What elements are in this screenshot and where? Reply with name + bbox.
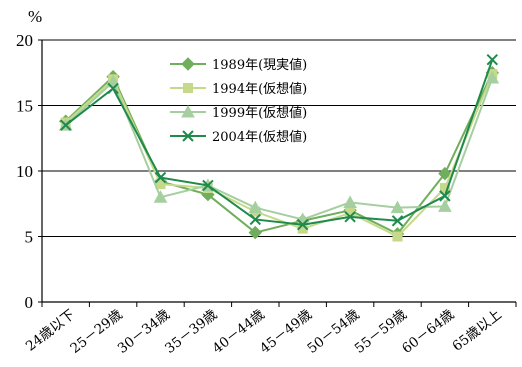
x-tick-label: 30－34歳 — [115, 306, 174, 357]
y-tick-label: 20 — [16, 31, 33, 50]
x-axis-ticks: 24歳以下25－29歳30－34歳35－39歳40－44歳45－49歳50－54… — [23, 302, 517, 357]
series-line — [65, 59, 494, 226]
data-point — [391, 215, 404, 227]
legend-marker — [181, 104, 195, 118]
data-point — [153, 190, 168, 203]
data-point — [439, 183, 450, 194]
x-tick-label: 60－64歳 — [399, 306, 458, 357]
legend-label: 2004年(仮想値) — [212, 129, 307, 145]
data-point — [390, 200, 405, 214]
x-marker-stroke — [202, 179, 214, 192]
x-marker-stroke — [59, 119, 72, 131]
data-point — [439, 190, 451, 202]
y-tick-label: 15 — [16, 97, 33, 116]
series-line — [65, 72, 494, 236]
data-point — [485, 70, 500, 84]
legend-marker — [183, 83, 193, 93]
series-line — [65, 77, 494, 221]
x-marker-stroke — [182, 130, 194, 142]
data-point — [343, 195, 357, 208]
data-point — [202, 179, 214, 192]
data-point — [392, 231, 403, 242]
grid-lines — [42, 39, 516, 237]
x-tick-label: 25－29歳 — [67, 306, 126, 357]
legend-label: 1989年(現実値) — [212, 57, 307, 73]
y-tick-label: 10 — [16, 162, 33, 181]
data-point — [438, 199, 452, 212]
series-4 — [59, 53, 499, 231]
x-tick-label: 50－54歳 — [304, 306, 363, 357]
data-point — [154, 171, 167, 184]
legend-marker — [181, 57, 195, 71]
legend-marker — [182, 130, 194, 142]
legend-label: 1999年(仮想値) — [212, 105, 307, 121]
legend-item: 1989年(現実値) — [170, 57, 307, 73]
data-point — [344, 211, 356, 223]
y-axis-unit: % — [28, 7, 42, 26]
data-point — [107, 82, 119, 95]
data-point — [248, 200, 263, 214]
x-tick-label: 65歳以上 — [449, 307, 504, 355]
x-marker-stroke — [249, 213, 262, 226]
legend-label: 1994年(仮想値) — [212, 81, 307, 97]
x-tick-label: 35－39歳 — [162, 306, 221, 357]
data-point — [296, 219, 309, 231]
data-point — [248, 225, 263, 240]
legend-item: 1994年(仮想値) — [170, 81, 307, 97]
legend: 1989年(現実値) 1994年(仮想値) 1999年(仮想値) 2004年(仮想値) — [170, 57, 307, 145]
x-marker-stroke — [486, 53, 499, 66]
series-3 — [58, 70, 500, 225]
y-axis-ticks: 0 5 10 15 20 — [16, 31, 42, 312]
series-line — [65, 73, 494, 238]
x-marker-stroke — [107, 82, 119, 95]
x-marker-stroke — [154, 171, 167, 184]
x-marker-stroke — [296, 219, 309, 231]
legend-item: 2004年(仮想値) — [170, 129, 307, 145]
data-point — [438, 166, 452, 181]
y-tick-label: 5 — [25, 228, 34, 247]
x-marker-stroke — [439, 190, 451, 202]
series-group — [58, 53, 500, 242]
y-tick-label: 0 — [25, 293, 34, 312]
data-point — [59, 119, 72, 131]
data-point — [249, 213, 262, 226]
legend-item: 1999年(仮想値) — [170, 104, 307, 121]
x-marker-stroke — [391, 215, 404, 227]
x-tick-label: 45－49歳 — [257, 306, 316, 357]
x-tick-label: 55－59歳 — [352, 306, 411, 357]
x-marker-stroke — [344, 211, 356, 223]
data-point — [486, 53, 499, 66]
x-tick-label: 40－44歳 — [210, 306, 269, 357]
